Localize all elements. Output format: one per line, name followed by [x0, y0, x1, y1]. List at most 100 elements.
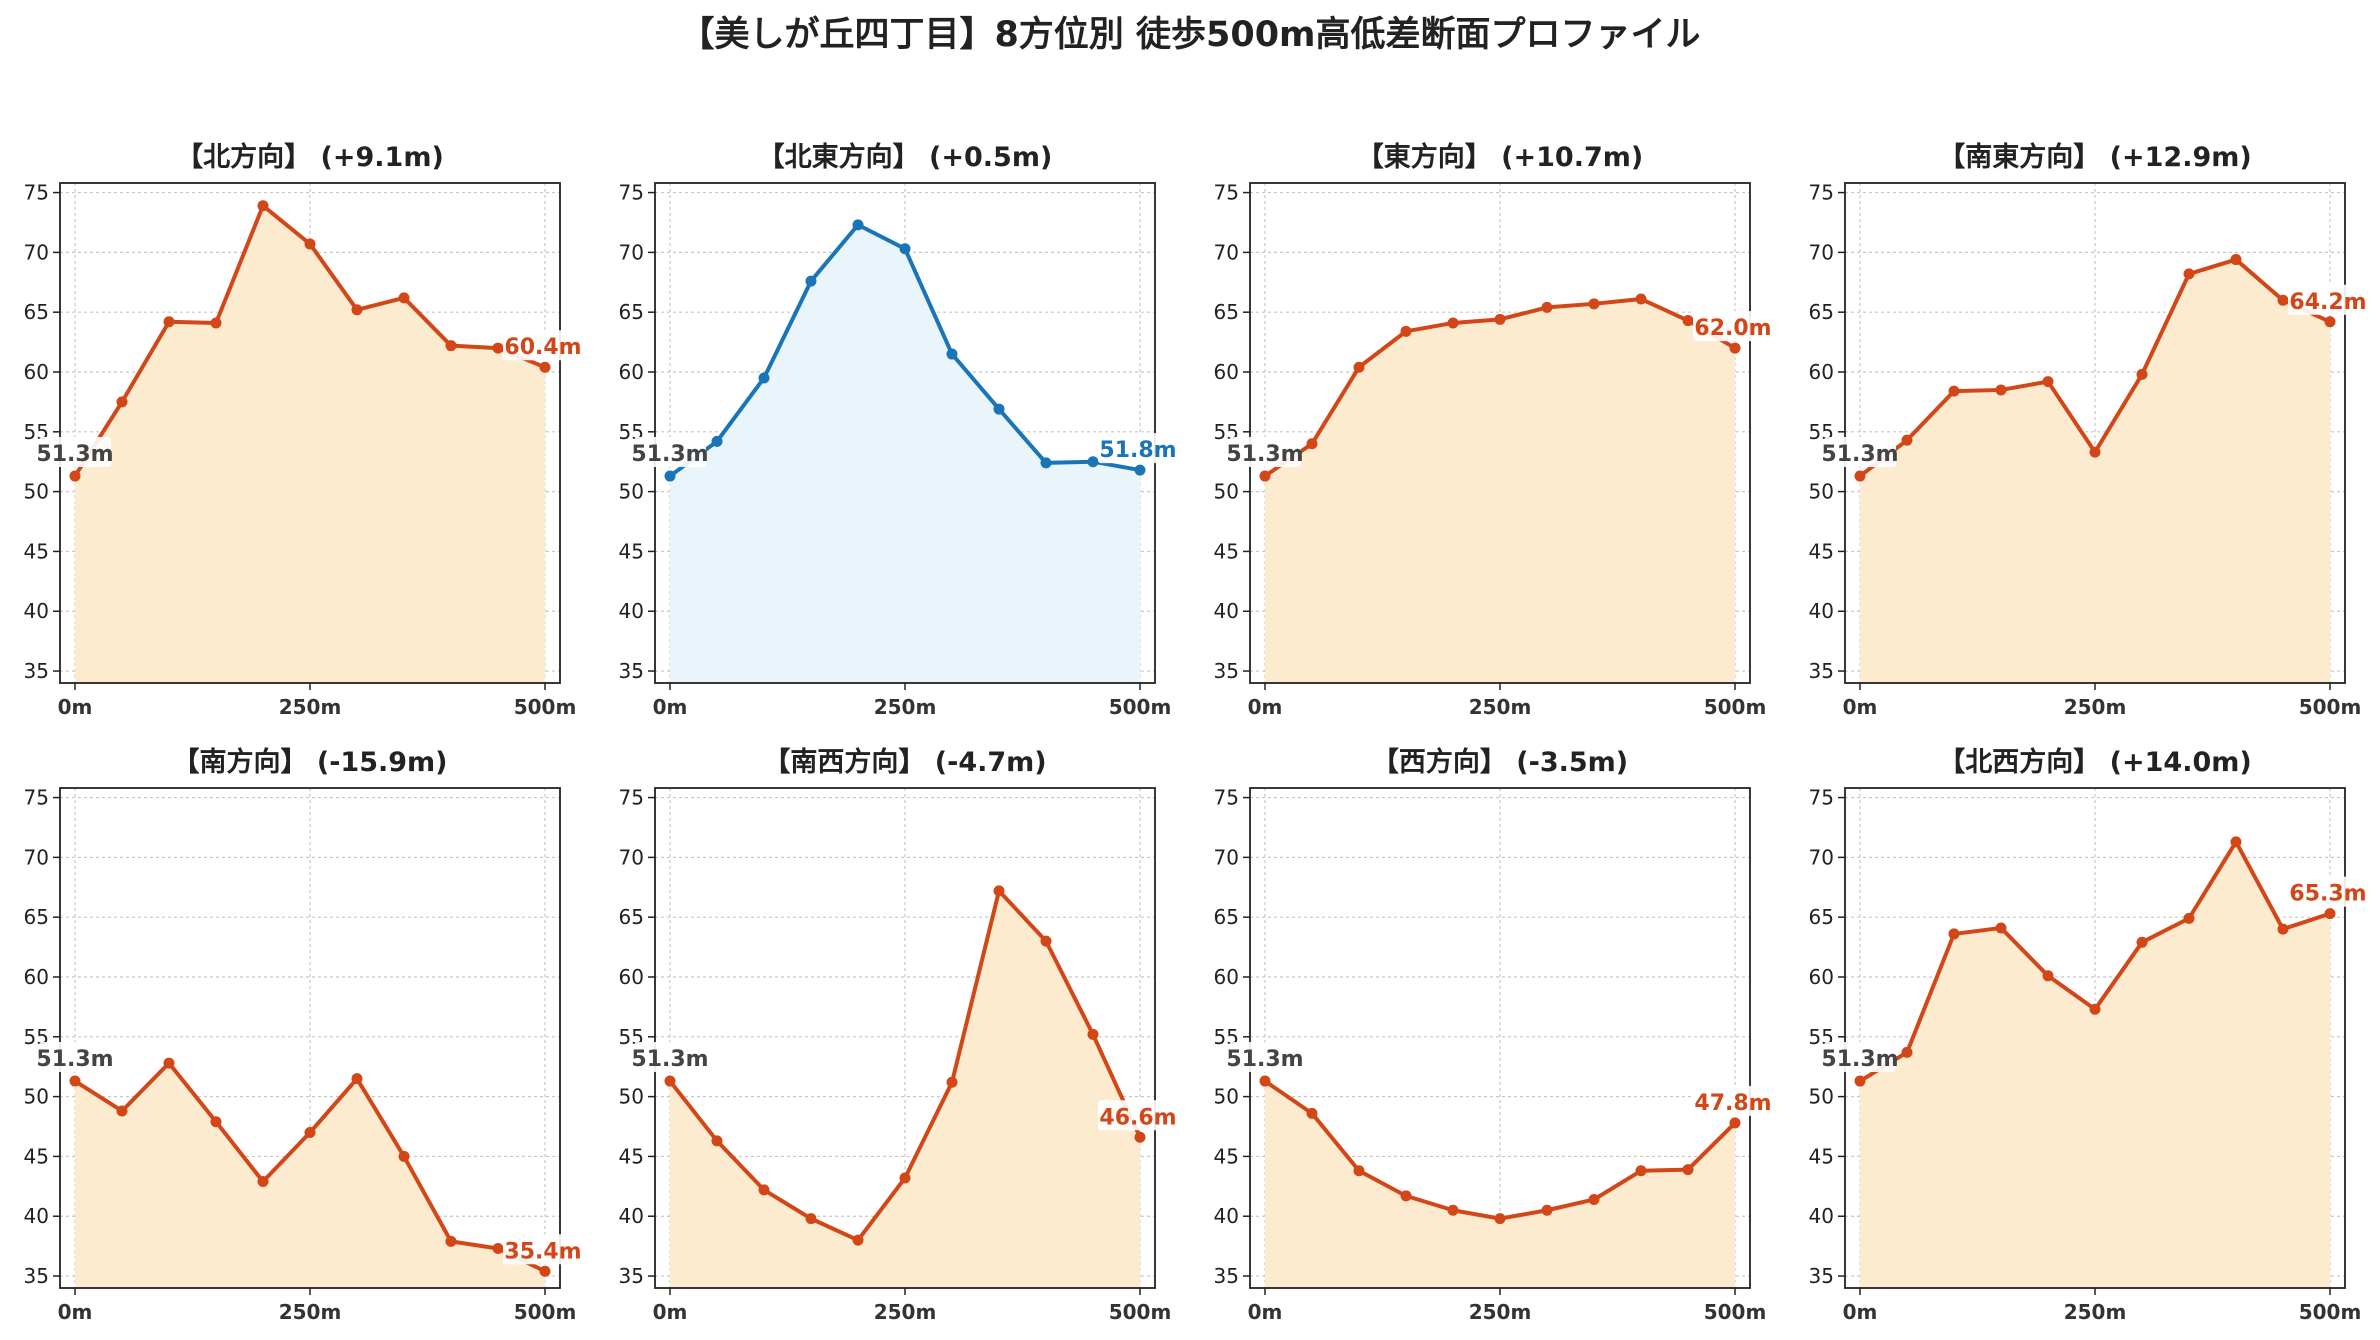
start-label: 51.3m [631, 442, 708, 467]
y-tick-label: 65 [24, 905, 49, 929]
data-point [1259, 1075, 1271, 1087]
y-tick-label: 70 [1809, 240, 1834, 264]
data-point [805, 1213, 817, 1225]
subplot-title: 【南東方向】 (+12.9m) [1938, 141, 2251, 173]
y-tick-label: 60 [1214, 360, 1239, 384]
data-point [1306, 438, 1318, 450]
data-point [210, 317, 222, 329]
y-tick-label: 70 [619, 240, 644, 264]
data-point [2089, 1003, 2101, 1015]
start-label: 51.3m [36, 1047, 113, 1072]
data-point [664, 1075, 676, 1087]
data-point [2230, 254, 2242, 266]
y-tick-label: 50 [24, 480, 49, 504]
area-fill [670, 224, 1140, 683]
x-tick-label: 250m [1469, 695, 1532, 719]
y-tick-label: 70 [1809, 845, 1834, 869]
y-tick-label: 40 [1214, 1204, 1239, 1228]
subplot-title: 【南西方向】 (-4.7m) [763, 746, 1046, 778]
data-point [304, 1126, 316, 1138]
data-point [1854, 470, 1866, 482]
data-point [2136, 368, 2148, 380]
y-tick-label: 75 [1809, 786, 1834, 810]
x-tick-label: 250m [2064, 695, 2127, 719]
data-point [1948, 385, 1960, 397]
data-point [1040, 457, 1052, 469]
data-point [1040, 935, 1052, 947]
data-point [899, 1172, 911, 1184]
y-tick-label: 65 [1809, 905, 1834, 929]
area-fill [1860, 841, 2330, 1288]
start-label-bg [1229, 437, 1301, 468]
data-point [398, 292, 410, 304]
data-point [304, 238, 316, 250]
data-point [1400, 1190, 1412, 1202]
subplot-title: 【北方向】 (+9.1m) [176, 141, 444, 173]
data-point [993, 403, 1005, 415]
data-point [445, 1235, 457, 1247]
y-tick-label: 45 [24, 539, 49, 563]
data-point [1087, 1028, 1099, 1040]
y-tick-label: 40 [24, 1204, 49, 1228]
data-point [2277, 294, 2289, 306]
start-label: 51.3m [1821, 442, 1898, 467]
y-tick-label: 35 [24, 1264, 49, 1288]
start-label-bg [634, 437, 706, 468]
x-tick-label: 500m [1704, 695, 1767, 719]
data-point [351, 304, 363, 316]
data-point [257, 1176, 269, 1188]
data-point [1400, 325, 1412, 337]
y-tick-label: 35 [24, 659, 49, 683]
x-tick-label: 500m [2299, 695, 2362, 719]
data-point [116, 396, 128, 408]
x-tick-label: 0m [1248, 695, 1283, 719]
end-label: 60.4m [504, 335, 581, 360]
y-tick-label: 65 [1214, 300, 1239, 324]
x-tick-label: 0m [1843, 1300, 1878, 1324]
x-tick-label: 500m [514, 695, 577, 719]
end-label: 46.6m [1099, 1105, 1176, 1130]
y-tick-label: 75 [1214, 786, 1239, 810]
area-fill [75, 1063, 545, 1288]
y-tick-label: 60 [24, 360, 49, 384]
area-fill [75, 205, 545, 683]
end-label: 64.2m [2289, 290, 2366, 315]
data-point [398, 1150, 410, 1162]
end-label: 51.8m [1099, 438, 1176, 463]
y-tick-label: 40 [24, 599, 49, 623]
data-point [711, 1135, 723, 1147]
y-tick-label: 35 [1214, 1264, 1239, 1288]
y-tick-label: 50 [1809, 1085, 1834, 1109]
data-point [1541, 301, 1553, 313]
y-tick-label: 60 [619, 965, 644, 989]
data-point [69, 1075, 81, 1087]
y-tick-label: 40 [1214, 599, 1239, 623]
y-tick-label: 45 [619, 1144, 644, 1168]
y-tick-label: 60 [1809, 965, 1834, 989]
data-point [1682, 1164, 1694, 1176]
data-point [163, 316, 175, 328]
y-tick-label: 75 [24, 786, 49, 810]
data-point [1635, 293, 1647, 305]
data-point [1635, 1165, 1647, 1177]
data-point [1447, 1204, 1459, 1216]
y-tick-label: 65 [1809, 300, 1834, 324]
data-point [993, 885, 1005, 897]
subplot-title: 【北東方向】 (+0.5m) [758, 141, 1053, 173]
x-tick-label: 0m [58, 695, 93, 719]
x-tick-label: 250m [1469, 1300, 1532, 1324]
y-tick-label: 40 [1809, 1204, 1834, 1228]
data-point [1588, 298, 1600, 310]
y-tick-label: 70 [24, 240, 49, 264]
figure-title: 【美しが丘四丁目】8方位別 徒歩500m高低差断面プロファイル [679, 15, 1701, 55]
end-label-bg [503, 330, 583, 361]
y-tick-label: 45 [1809, 539, 1834, 563]
data-point [2183, 912, 2195, 924]
y-tick-label: 50 [619, 480, 644, 504]
data-point [852, 219, 864, 231]
x-tick-label: 0m [58, 1300, 93, 1324]
y-tick-label: 50 [24, 1085, 49, 1109]
